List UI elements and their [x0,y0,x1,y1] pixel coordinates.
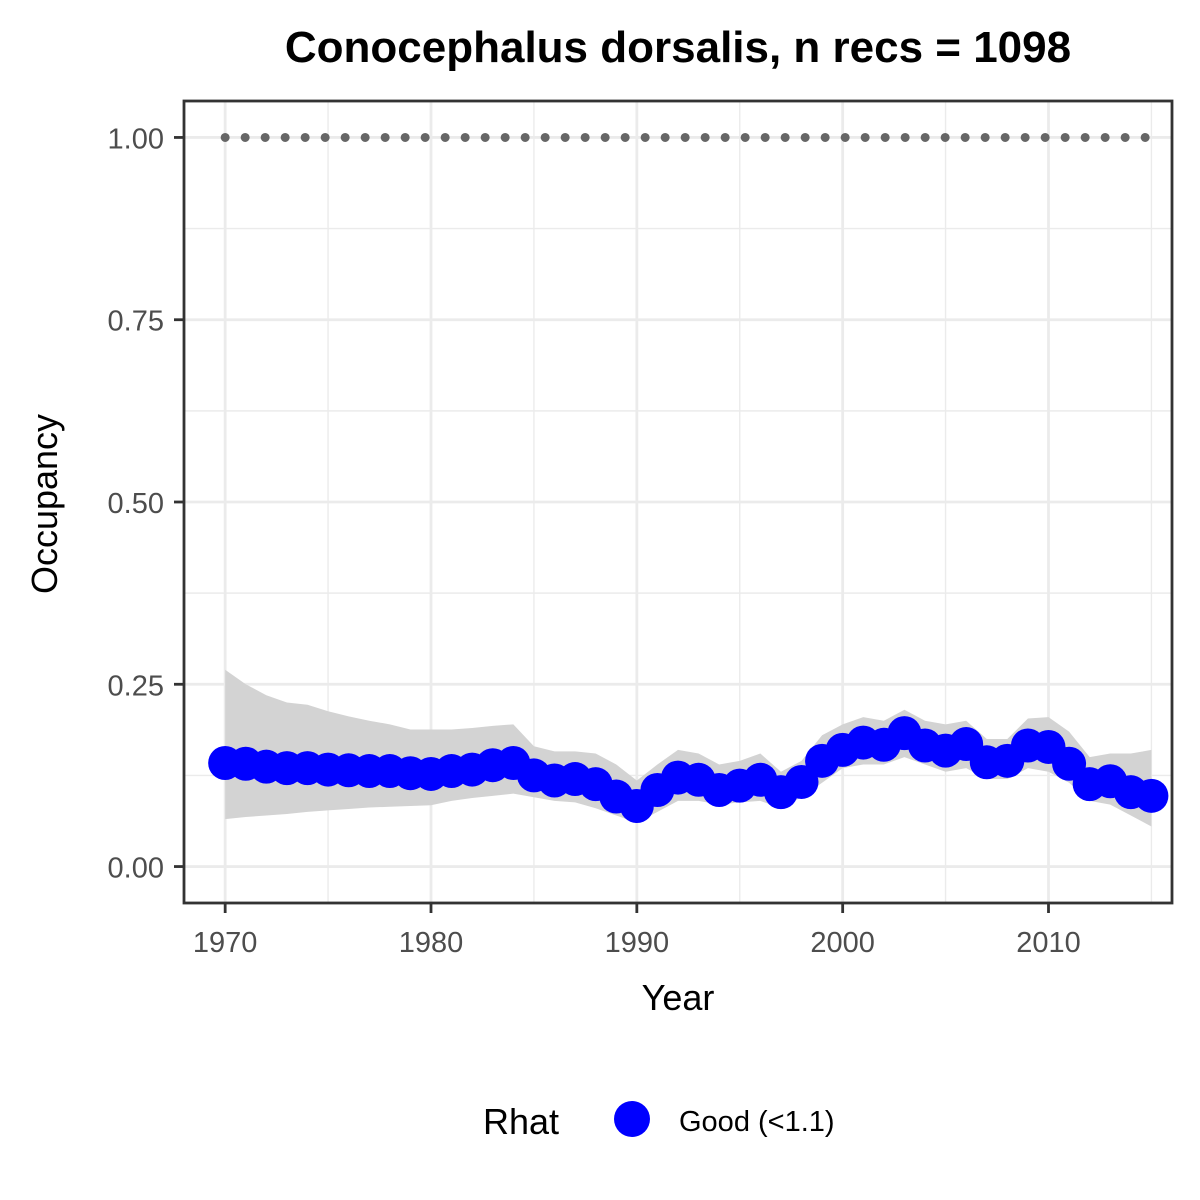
x-tick-label: 2010 [1016,927,1081,959]
confidence-ribbon [225,669,1152,827]
x-tick-label: 1970 [193,927,258,959]
y-axis-label: Occupancy [24,414,65,594]
y-tick-label: 0.00 [108,853,164,885]
chart-title: Conocephalus dorsalis, n recs = 1098 [285,23,1071,72]
y-tick-label: 1.00 [108,123,164,155]
data-point [784,764,819,799]
x-tick-label: 1990 [605,927,670,959]
legend-key-good [614,1101,650,1137]
legend-label-good: Good (<1.1) [679,1106,835,1138]
axes: 1970 1980 1990 2000 2010 0.00 0.25 0.50 0.75 1.00 [108,123,1081,959]
x-tick-label: 2000 [810,927,875,959]
y-tick-label: 0.25 [108,670,164,702]
data-point [1134,778,1169,813]
plot-panel [182,99,1174,905]
y-tick-label: 0.50 [108,488,164,520]
legend: Rhat Good (<1.1) [483,1101,835,1142]
x-tick-label: 1980 [399,927,464,959]
y-tick-label: 0.75 [108,306,164,338]
legend-title: Rhat [483,1101,559,1142]
x-axis-label: Year [642,977,715,1018]
